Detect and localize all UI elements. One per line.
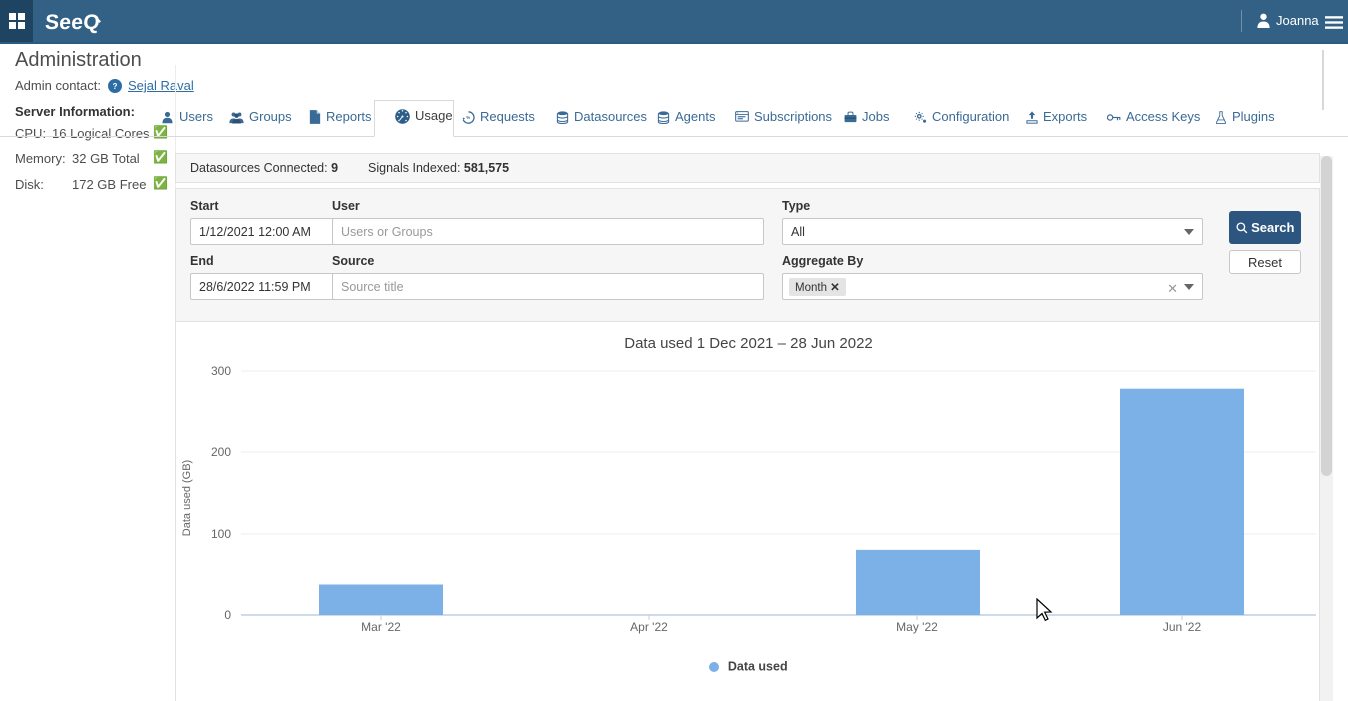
svg-text:Mar '22: Mar '22 bbox=[361, 620, 401, 634]
svg-text:Jun '22: Jun '22 bbox=[1163, 620, 1202, 634]
svg-text:100: 100 bbox=[211, 527, 231, 541]
svg-text:%: % bbox=[466, 115, 470, 120]
svg-text:300: 300 bbox=[211, 364, 231, 378]
svg-text:?: ? bbox=[113, 82, 118, 91]
svg-text:Apr '22: Apr '22 bbox=[630, 620, 668, 634]
svg-text:200: 200 bbox=[211, 445, 231, 459]
svg-text:Data used (GB): Data used (GB) bbox=[181, 460, 193, 536]
svg-text:0: 0 bbox=[224, 608, 231, 622]
svg-text:May '22: May '22 bbox=[896, 620, 938, 634]
